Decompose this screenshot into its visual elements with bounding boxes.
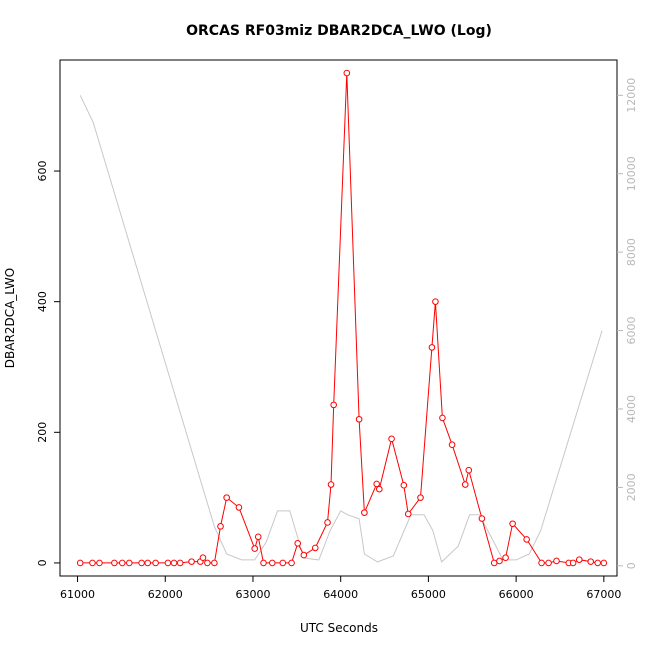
x-tick-label-5: 66000 [499, 588, 534, 601]
series-0-point-10 [170, 559, 178, 567]
series-0-point-25 [288, 559, 295, 567]
series-0-point-3 [111, 559, 118, 567]
series-0-point-45 [461, 481, 469, 488]
series-0-point-11 [176, 559, 184, 567]
series-0-point-21 [254, 533, 262, 541]
series-0-point-29 [324, 519, 331, 526]
y-tick-label-2: 400 [36, 291, 49, 312]
series-0-point-1 [89, 559, 96, 567]
series-0-point-30 [327, 481, 335, 488]
series-0-point-44 [448, 441, 456, 449]
series-0-point-0 [76, 559, 84, 567]
series-0-point-46 [465, 466, 473, 474]
y2-tick-label-6: 12000 [625, 78, 638, 113]
series-0-point-4 [118, 559, 126, 567]
y-tick-label-1: 200 [36, 422, 49, 443]
plot-frame [59, 59, 618, 577]
series-0-point-5 [125, 559, 133, 567]
series-0-point-41 [428, 344, 436, 351]
series-0-point-43 [439, 414, 446, 422]
series-0-point-20 [251, 545, 259, 552]
series-0-point-23 [268, 559, 276, 567]
series-0-point-26 [294, 540, 302, 547]
series-0-point-49 [496, 557, 503, 565]
series-0-point-19 [235, 504, 243, 511]
series-0-point-17 [217, 523, 224, 530]
y2-tick-label-3: 6000 [625, 317, 638, 345]
series-0-point-15 [204, 559, 211, 567]
series-0-point-55 [553, 557, 560, 565]
y-tick-label-3: 600 [36, 161, 49, 182]
y-tick-label-0: 0 [36, 559, 49, 566]
series-0-point-52 [523, 536, 530, 543]
series-0-point-38 [400, 481, 408, 489]
series-0-point-58 [575, 556, 583, 563]
series-0-point-51 [509, 520, 516, 528]
x-tick-label-1: 62000 [148, 588, 183, 601]
x-tick-label-0: 61000 [60, 588, 95, 601]
series-0-point-48 [490, 559, 498, 567]
series-0-point-36 [375, 485, 383, 493]
series-0-point-32 [343, 69, 351, 77]
series-0-point-24 [279, 559, 287, 567]
y2-tick-label-5: 10000 [625, 156, 638, 191]
series-0-point-2 [96, 559, 103, 567]
x-tick-label-3: 64000 [323, 588, 358, 601]
right-axis: 0 2000 4000 6000 8000 10000 12000 [617, 78, 638, 569]
y-axis-label: DBAR2DCA_LWO [3, 268, 17, 368]
series-0-point-18 [223, 494, 230, 501]
series-0-point-7 [144, 559, 152, 567]
series-0-point-54 [545, 559, 552, 567]
series-0-point-42 [432, 298, 439, 305]
series-1-line [79, 95, 603, 563]
series-0-point-60 [594, 559, 602, 567]
series-0-point-9 [164, 559, 172, 567]
left-axis: 0 200 400 600 [36, 161, 60, 566]
series-0-point-59 [587, 558, 594, 565]
series-0-line [80, 73, 604, 564]
series-0-point-8 [152, 559, 159, 567]
y2-tick-label-0: 0 [625, 562, 638, 569]
series-0-point-33 [355, 415, 363, 423]
series-0-point-28 [311, 544, 319, 552]
x-axis-label: UTC Seconds [300, 621, 378, 635]
chart-title: ORCAS RF03miz DBAR2DCA_LWO (Log) [186, 23, 492, 39]
series-0-point-14 [199, 554, 207, 562]
y2-tick-label-4: 8000 [625, 238, 638, 266]
series-0-point-12 [188, 558, 195, 565]
x-tick-label-4: 65000 [411, 588, 446, 601]
series-0-point-27 [300, 551, 308, 559]
series-0-point-31 [330, 401, 337, 409]
y2-tick-label-2: 4000 [625, 395, 638, 423]
series-0-point-35 [373, 480, 380, 488]
bottom-axis: 61000 62000 63000 64000 65000 66000 67000 [60, 576, 621, 601]
series-0-point-61 [600, 559, 608, 567]
series-0-point-57 [569, 559, 577, 567]
series-0-point-34 [361, 509, 368, 516]
series-0-point-6 [138, 559, 145, 567]
y2-tick-label-1: 2000 [625, 473, 638, 501]
series-0-point-39 [404, 510, 412, 518]
series-0-point-47 [478, 515, 486, 522]
series-0-point-37 [388, 435, 395, 443]
series-0-point-22 [260, 559, 267, 567]
series-0-point-16 [211, 559, 218, 567]
series-0-point-40 [417, 494, 424, 501]
series-layer [76, 69, 608, 567]
x-tick-label-2: 63000 [235, 588, 270, 601]
series-0-point-50 [502, 554, 509, 562]
series-0-point-53 [538, 559, 545, 567]
x-tick-label-6: 67000 [586, 588, 621, 601]
